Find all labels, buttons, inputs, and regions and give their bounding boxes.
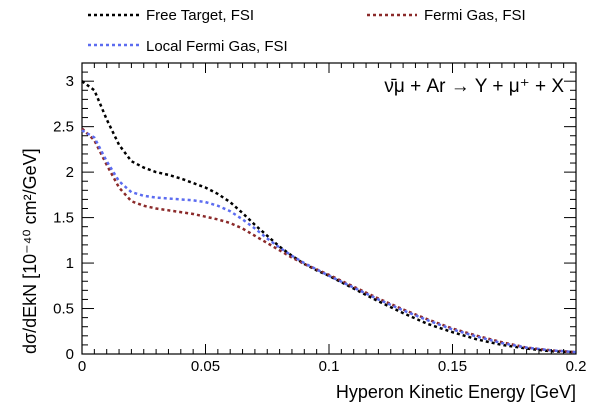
x-axis-title: Hyperon Kinetic Energy [GeV] [336,382,576,402]
x-tick-label: 0.1 [319,358,340,375]
local-fermi-gas-curve [81,129,577,354]
y-tick-label: 3 [66,73,74,90]
y-tick-label: 1.5 [53,210,74,227]
free-target-curve [81,80,577,354]
y-tick-label: 2 [66,164,74,181]
fermi-gas-curve [81,127,577,354]
y-tick-label: 0 [66,346,74,363]
legend-label-free-target: Free Target, FSI [146,7,254,24]
x-tick-label: 0.15 [438,358,467,375]
legend-label-fermi-gas: Fermi Gas, FSI [424,7,526,24]
x-tick-label: 0.05 [191,358,220,375]
curves [81,80,577,354]
axis-ticks: 0 0.5 1 1.5 2 2.5 3 0 0.05 0.1 0.15 0.2 [53,63,586,375]
y-axis-title: dσ/dEkN [10⁻⁴⁰ cm²/GeV] [20,148,40,354]
x-tick-label: 0 [78,358,86,375]
y-tick-label: 2.5 [53,119,74,136]
reaction-annotation: ν̄μ + Ar → Y + μ⁺ + X [384,76,564,97]
legend: Free Target, FSI Fermi Gas, FSI Local Fe… [88,7,526,55]
x-tick-label: 0.2 [566,358,587,375]
y-tick-label: 0.5 [53,301,74,318]
y-tick-label: 1 [66,255,74,272]
legend-label-local-fermi-gas: Local Fermi Gas, FSI [146,38,288,55]
